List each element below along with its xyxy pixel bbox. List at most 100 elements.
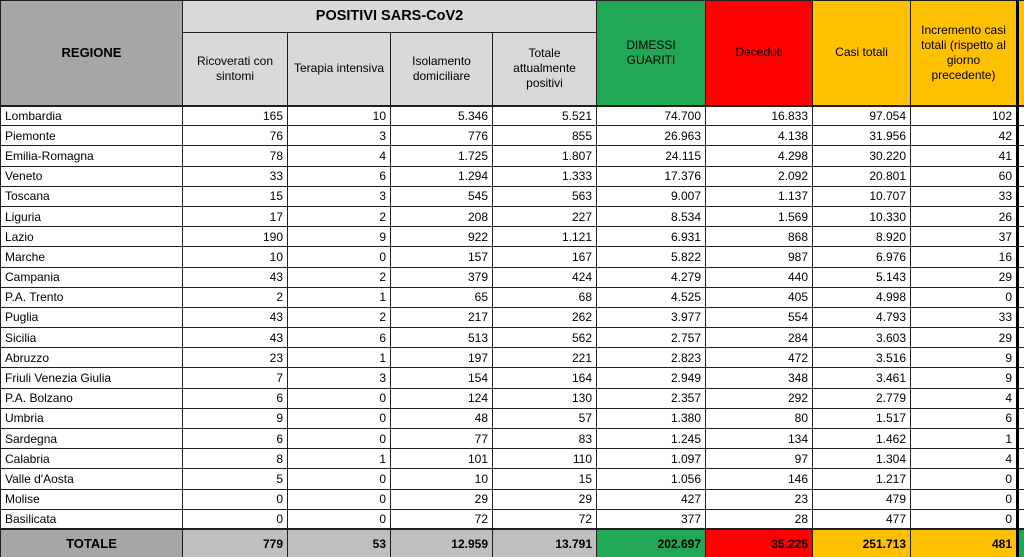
terapia-intensiva-cell: 10 — [287, 104, 391, 127]
cutoff-column-cell — [1017, 327, 1024, 349]
terapia-intensiva-cell: 3 — [287, 125, 391, 147]
deceduti-cell: 348 — [705, 367, 814, 389]
deceduti-cell: 472 — [705, 347, 814, 369]
region-name-cell: Lazio — [0, 226, 183, 248]
region-name-cell: Abruzzo — [0, 347, 183, 369]
totale-positivi-cell: 130 — [491, 387, 598, 409]
cutoff-column-cell — [1017, 468, 1024, 490]
region-name-cell: Sicilia — [0, 327, 183, 349]
region-name-cell: Molise — [0, 488, 183, 510]
header-dimessi-guariti: DIMESSI GUARITI — [596, 0, 707, 107]
cutoff-column-cell — [1017, 306, 1024, 329]
incremento-cell: 0 — [910, 508, 1020, 530]
ricoverati-cell: 78 — [182, 145, 288, 167]
totale-positivi-cell: 855 — [491, 125, 598, 147]
ricoverati-cell: 10 — [182, 246, 288, 268]
terapia-intensiva-cell: 1 — [287, 448, 391, 470]
ricoverati-cell: 23 — [182, 347, 288, 369]
casi-totali-cell: 31.956 — [812, 125, 912, 147]
cutoff-column-cell — [1017, 347, 1024, 369]
totale-terapia-intensiva: 53 — [287, 528, 391, 557]
dimessi-guariti-cell: 3.977 — [596, 306, 707, 329]
table-row: Puglia 43 2 217 262 3.977 554 4.793 33 — [0, 306, 1024, 329]
terapia-intensiva-cell: 1 — [287, 286, 391, 308]
casi-totali-cell: 97.054 — [812, 104, 912, 127]
casi-totali-cell: 10.707 — [812, 185, 912, 207]
totale-label: TOTALE — [0, 528, 183, 557]
totale-positivi-cell: 262 — [491, 306, 598, 329]
region-name-cell: Friuli Venezia Giulia — [0, 367, 183, 389]
incremento-cell: 33 — [910, 306, 1020, 329]
terapia-intensiva-cell: 6 — [287, 165, 391, 187]
table-row: Lombardia 165 10 5.346 5.521 74.700 16.833 97.0… — [0, 104, 1024, 127]
totale-positivi-cell: 221 — [491, 347, 598, 369]
deceduti-cell: 146 — [705, 468, 814, 490]
incremento-cell: 102 — [910, 104, 1020, 127]
terapia-intensiva-cell: 0 — [287, 508, 391, 530]
ricoverati-cell: 43 — [182, 266, 288, 288]
table-row: Piemonte 76 3 776 855 26.963 4.138 31.956 42 — [0, 125, 1024, 147]
deceduti-cell: 292 — [705, 387, 814, 409]
incremento-cell: 6 — [910, 407, 1020, 430]
dimessi-guariti-cell: 5.822 — [596, 246, 707, 268]
casi-totali-cell: 1.304 — [812, 448, 912, 470]
deceduti-cell: 4.298 — [705, 145, 814, 167]
table-row: Campania 43 2 379 424 4.279 440 5.143 29 — [0, 266, 1024, 288]
isolamento-cell: 10 — [390, 468, 493, 490]
deceduti-cell: 554 — [705, 306, 814, 329]
incremento-cell: 26 — [910, 205, 1020, 228]
terapia-intensiva-cell: 0 — [287, 387, 391, 409]
isolamento-cell: 208 — [390, 205, 493, 228]
cutoff-column-cell — [1017, 448, 1024, 470]
cutoff-column-cell — [1017, 528, 1024, 557]
terapia-intensiva-cell: 2 — [287, 205, 391, 228]
dimessi-guariti-cell: 377 — [596, 508, 707, 530]
cutoff-column-cell — [1017, 226, 1024, 248]
dimessi-guariti-cell: 4.279 — [596, 266, 707, 288]
ricoverati-cell: 2 — [182, 286, 288, 308]
casi-totali-cell: 4.793 — [812, 306, 912, 329]
incremento-cell: 9 — [910, 347, 1020, 369]
terapia-intensiva-cell: 0 — [287, 246, 391, 268]
incremento-cell: 42 — [910, 125, 1020, 147]
terapia-intensiva-cell: 3 — [287, 367, 391, 389]
dimessi-guariti-cell: 6.931 — [596, 226, 707, 248]
table-row: Marche 10 0 157 167 5.822 987 6.976 16 — [0, 246, 1024, 268]
region-name-cell: Liguria — [0, 205, 183, 228]
terapia-intensiva-cell: 2 — [287, 266, 391, 288]
header-ricoverati: Ricoverati con sintomi — [182, 32, 288, 107]
isolamento-cell: 197 — [390, 347, 493, 369]
totale-row: TOTALE 779 53 12.959 13.791 202.697 35.2… — [0, 528, 1024, 557]
casi-totali-cell: 1.517 — [812, 407, 912, 430]
dimessi-guariti-cell: 2.757 — [596, 327, 707, 349]
region-name-cell: P.A. Trento — [0, 286, 183, 308]
deceduti-cell: 284 — [705, 327, 814, 349]
table-row: Lazio 190 9 922 1.121 6.931 868 8.920 37 — [0, 226, 1024, 248]
table-row: Liguria 17 2 208 227 8.534 1.569 10.330 26 — [0, 205, 1024, 228]
incremento-cell: 1 — [910, 427, 1020, 450]
dimessi-guariti-cell: 2.357 — [596, 387, 707, 409]
cutoff-column-cell — [1017, 286, 1024, 308]
header-isolamento: Isolamento domiciliare — [390, 32, 493, 107]
region-name-cell: Basilicata — [0, 508, 183, 530]
dimessi-guariti-cell: 2.949 — [596, 367, 707, 389]
terapia-intensiva-cell: 0 — [287, 407, 391, 430]
incremento-cell: 41 — [910, 145, 1020, 167]
totale-positivi-cell: 167 — [491, 246, 598, 268]
region-name-cell: Marche — [0, 246, 183, 268]
isolamento-cell: 48 — [390, 407, 493, 430]
terapia-intensiva-cell: 0 — [287, 488, 391, 510]
ricoverati-cell: 165 — [182, 104, 288, 127]
cutoff-column-cell — [1017, 387, 1024, 409]
incremento-cell: 33 — [910, 185, 1020, 207]
totale-positivi-cell: 72 — [491, 508, 598, 530]
terapia-intensiva-cell: 0 — [287, 427, 391, 450]
table-body: Lombardia 165 10 5.346 5.521 74.700 16.833 97.0… — [0, 104, 1024, 530]
cutoff-column-cell — [1017, 246, 1024, 268]
table-row: Sicilia 43 6 513 562 2.757 284 3.603 29 — [0, 327, 1024, 349]
incremento-cell: 60 — [910, 165, 1020, 187]
region-name-cell: Calabria — [0, 448, 183, 470]
deceduti-cell: 28 — [705, 508, 814, 530]
table-row: Basilicata 0 0 72 72 377 28 477 0 — [0, 508, 1024, 530]
incremento-cell: 4 — [910, 448, 1020, 470]
